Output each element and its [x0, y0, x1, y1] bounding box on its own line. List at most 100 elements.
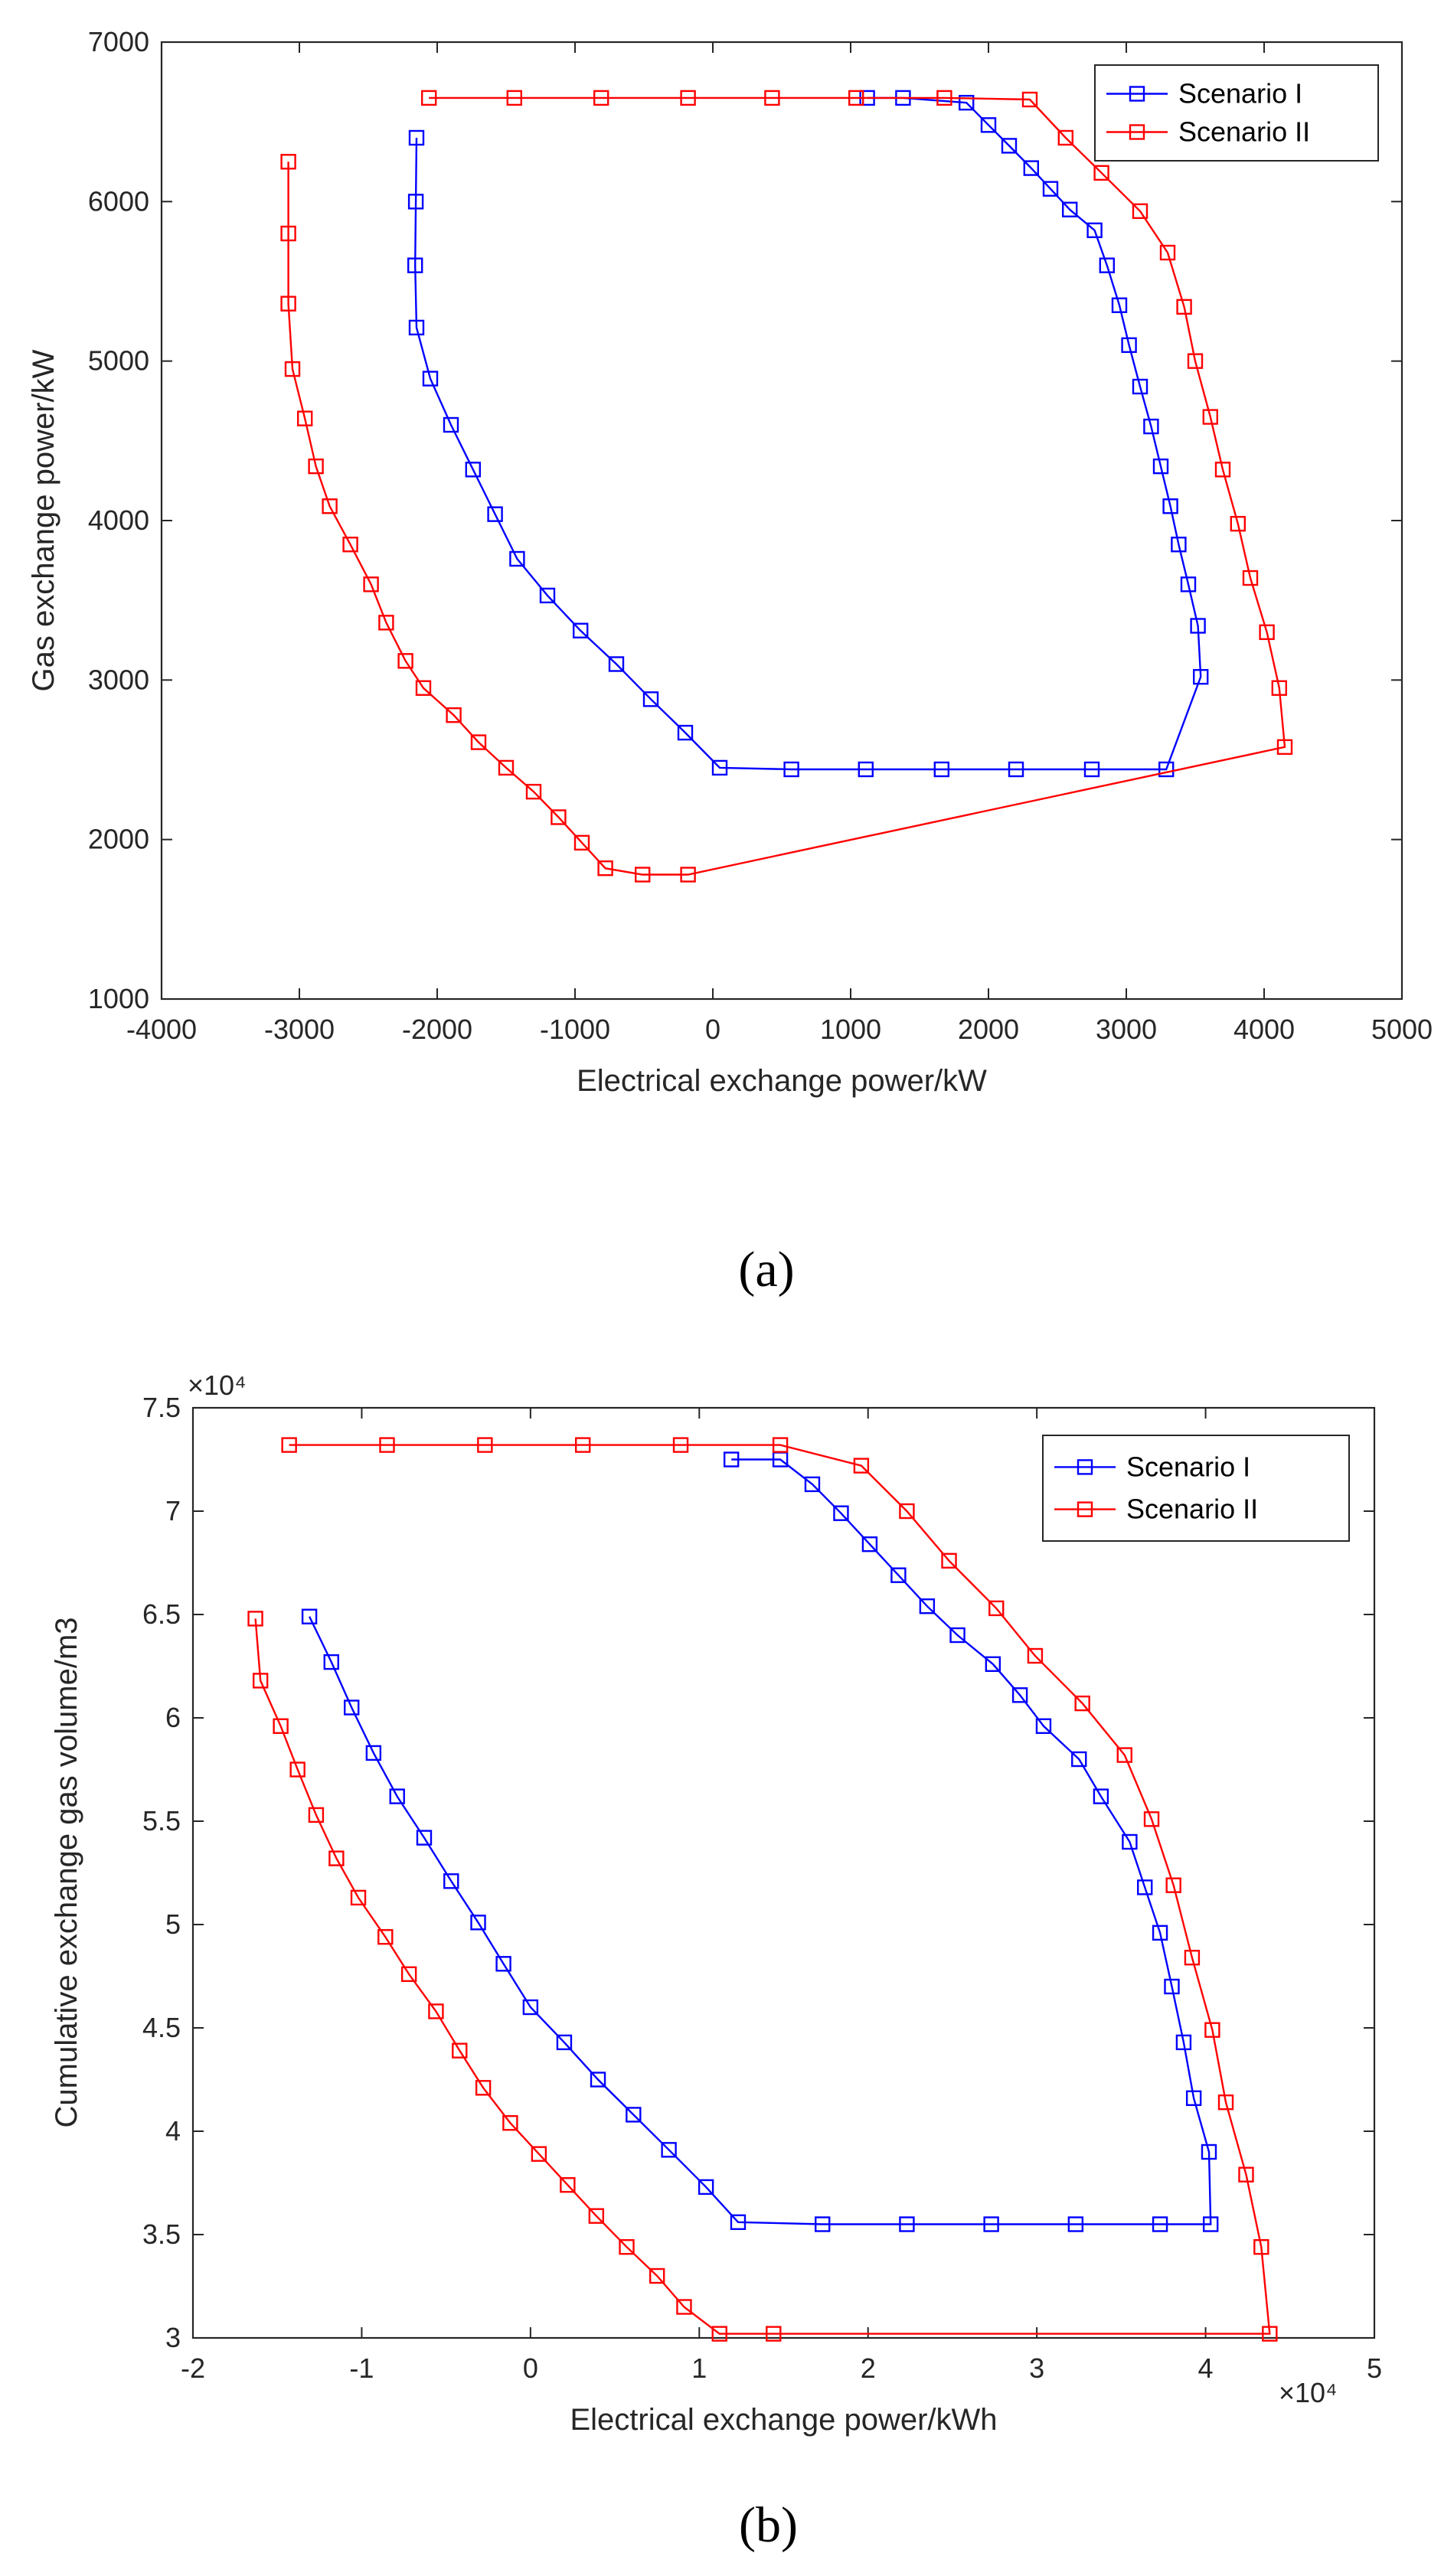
x-tick-label: 5 [1367, 2352, 1382, 2384]
data-point-marker [389, 1788, 405, 1804]
legend-entry-label: Scenario II [1178, 116, 1310, 148]
data-point-marker [443, 1873, 459, 1889]
legend-entry-label: Scenario I [1126, 1451, 1250, 1482]
data-point-marker [1164, 1978, 1180, 1995]
data-point-marker [506, 90, 522, 106]
data-point-marker [379, 1437, 395, 1453]
data-point-marker [1137, 1879, 1153, 1895]
data-point-marker [470, 734, 487, 750]
data-point-marker [328, 1850, 345, 1866]
data-point-marker [408, 319, 425, 336]
data-point-marker [280, 154, 296, 170]
x-exponent-label: ×10⁴ [1279, 2377, 1338, 2408]
plot-frame [160, 41, 1403, 1001]
data-point-marker [677, 724, 694, 741]
x-tick-label: 4000 [1233, 1014, 1295, 1045]
y-tick-label: 4000 [88, 504, 149, 536]
y-tick-label: 3.5 [142, 2218, 181, 2250]
data-point-marker [252, 1673, 269, 1689]
data-point-marker [590, 2072, 606, 2088]
data-point-marker [297, 410, 313, 426]
legend-marker [1077, 1459, 1093, 1475]
x-axis-label: Electrical exchange power/kWh [570, 2403, 997, 2437]
data-point-marker [342, 537, 358, 553]
data-point-marker [422, 371, 439, 387]
y-exponent-label: ×10⁴ [188, 1370, 247, 1401]
chart-a: -4000 -3000 -2000 -1000 0 1000 2000 3000 4000 500… [27, 26, 1433, 1298]
x-tick-label: -1 [349, 2352, 374, 2384]
y-tick-label: 6000 [88, 185, 149, 217]
data-point-marker [281, 1437, 297, 1453]
chart-b: -2 -1 0 1 2 3 4 533.544.555.566.577.5×10⁴×10⁴El… [50, 1370, 1382, 2553]
data-point-marker [1185, 2090, 1202, 2107]
data-point-marker [1027, 1647, 1044, 1664]
data-point-marker [539, 587, 556, 604]
data-point-marker [1093, 165, 1109, 181]
data-point-marker [635, 867, 651, 883]
data-point-marker [301, 1608, 318, 1624]
x-axis-label: Electrical exchange power/kW [577, 1064, 987, 1098]
data-point-marker [400, 1966, 417, 1983]
data-point-marker [1162, 498, 1178, 514]
data-point-marker [1008, 761, 1024, 778]
data-point-marker [890, 1567, 907, 1583]
data-point-marker [452, 2042, 468, 2059]
data-point-marker [421, 90, 437, 106]
data-point-marker [858, 761, 874, 778]
data-point-marker [1042, 181, 1059, 197]
data-point-marker [1061, 201, 1078, 217]
data-point-marker [280, 225, 296, 242]
x-tick-label: 4 [1198, 2352, 1214, 2384]
data-point-marker [556, 2034, 573, 2051]
data-point-marker [573, 622, 589, 638]
data-point-marker [1271, 680, 1288, 696]
x-tick-label: 3000 [1096, 1014, 1157, 1045]
data-point-marker [477, 1437, 493, 1453]
data-point-marker [308, 458, 324, 475]
series-scenario-2 [247, 1437, 1278, 2342]
y-tick-label: 7000 [88, 26, 149, 57]
legend-entry-label: Scenario II [1126, 1494, 1258, 1525]
y-tick-label: 3 [165, 2322, 181, 2353]
data-point-marker [919, 1598, 936, 1614]
x-tick-label: 0 [523, 2352, 538, 2384]
figure-caption: (b) [739, 2497, 798, 2553]
data-point-marker [1214, 462, 1231, 478]
x-tick-label: -2 [181, 2352, 205, 2384]
y-tick-label: 4.5 [142, 2012, 181, 2043]
data-point-marker [407, 194, 424, 210]
data-point-marker [933, 761, 950, 778]
data-point-marker [672, 1437, 689, 1453]
data-point-marker [350, 1889, 367, 1906]
data-point-marker [363, 576, 379, 593]
y-tick-label: 6 [165, 1702, 181, 1733]
data-point-marker [1192, 668, 1209, 685]
data-point-marker [1202, 2216, 1219, 2232]
x-tick-label: 5000 [1371, 1014, 1433, 1045]
data-point-marker [573, 834, 590, 851]
data-point-marker [1253, 2238, 1269, 2255]
data-point-marker [1230, 515, 1247, 532]
data-point-marker [764, 90, 780, 106]
data-point-marker [814, 2216, 831, 2232]
data-point-marker [698, 2179, 714, 2196]
data-point-marker [988, 1600, 1005, 1617]
data-point-marker [428, 2003, 444, 2019]
y-tick-label: 3000 [88, 664, 149, 695]
x-tick-label: -1000 [540, 1014, 610, 1045]
data-point-marker [502, 2114, 518, 2131]
data-point-marker [446, 707, 462, 723]
data-point-marker [289, 1761, 306, 1778]
data-point-marker [487, 506, 503, 522]
data-point-marker [723, 1451, 740, 1468]
data-point-marker [284, 361, 301, 377]
legend: Scenario I Scenario II [1042, 1435, 1350, 1542]
data-point-marker [766, 2326, 782, 2342]
data-point-marker [985, 1656, 1001, 1673]
data-point-marker [344, 1699, 360, 1716]
data-point-marker [1099, 257, 1116, 273]
data-point-marker [980, 117, 997, 133]
x-tick-label: 2000 [958, 1014, 1019, 1045]
data-point-marker [804, 1476, 821, 1493]
